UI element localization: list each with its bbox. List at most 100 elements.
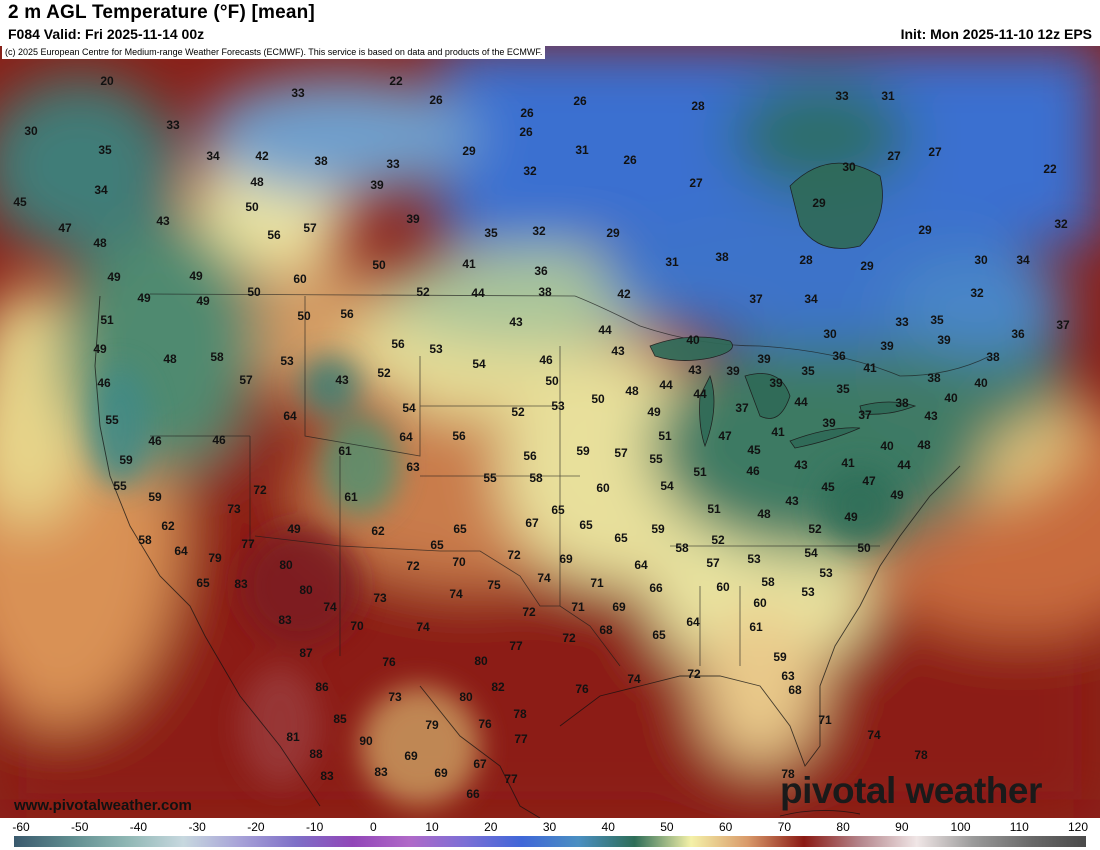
temperature-value: 43 <box>335 373 349 387</box>
temperature-value: 35 <box>836 382 850 396</box>
temperature-value: 77 <box>504 772 518 786</box>
website-link[interactable]: www.pivotalweather.com <box>14 797 192 814</box>
temperature-value: 50 <box>545 374 559 388</box>
init-time: Init: Mon 2025-11-10 12z EPS <box>900 26 1092 42</box>
temperature-value: 39 <box>757 352 771 366</box>
map-title: 2 m AGL Temperature (°F) [mean] <box>8 2 315 23</box>
colorbar-ticks: -60 -50 -40 -30 -20 -10 0 10 20 30 40 50 60 70 80 90 100… <box>0 818 1100 836</box>
temperature-value: 81 <box>286 730 300 744</box>
temperature-value: 71 <box>818 713 832 727</box>
temperature-value: 53 <box>819 566 833 580</box>
temperature-value: 33 <box>895 315 909 329</box>
colorbar-tick-label: 0 <box>369 820 377 834</box>
temperature-value: 69 <box>612 600 626 614</box>
temperature-value: 41 <box>771 425 785 439</box>
temperature-value: 30 <box>974 253 988 267</box>
temperature-value: 65 <box>614 531 628 545</box>
temperature-value: 40 <box>880 439 894 453</box>
temperature-value: 74 <box>537 571 551 585</box>
temperature-value: 71 <box>571 600 585 614</box>
temperature-value: 37 <box>1056 318 1070 332</box>
temperature-value: 59 <box>651 522 665 536</box>
temperature-value: 72 <box>562 631 576 645</box>
temperature-value: 67 <box>525 516 539 530</box>
temperature-value: 77 <box>509 639 523 653</box>
temperature-value: 34 <box>206 149 220 163</box>
temperature-value: 57 <box>614 446 628 460</box>
temperature-value: 52 <box>808 522 822 536</box>
temperature-value: 56 <box>523 449 537 463</box>
temperature-value: 50 <box>245 200 259 214</box>
temperature-value: 38 <box>986 350 1000 364</box>
temperature-value: 38 <box>895 396 909 410</box>
colorbar-tick-label: -50 <box>71 820 89 834</box>
temperature-value: 30 <box>842 160 856 174</box>
temperature-value: 49 <box>189 269 203 283</box>
temperature-value: 41 <box>863 361 877 375</box>
temperature-value: 36 <box>534 264 548 278</box>
temperature-value: 34 <box>94 183 108 197</box>
temperature-value: 70 <box>452 555 466 569</box>
temperature-value: 60 <box>753 596 767 610</box>
temperature-value: 49 <box>137 291 151 305</box>
temperature-value: 53 <box>429 342 443 356</box>
temperature-value: 65 <box>652 628 666 642</box>
temperature-value: 83 <box>234 577 248 591</box>
temperature-value: 43 <box>611 344 625 358</box>
temperature-value: 58 <box>761 575 775 589</box>
colorbar-tick-label: 40 <box>601 820 615 834</box>
temperature-value: 79 <box>208 551 222 565</box>
temperature-value: 33 <box>386 157 400 171</box>
temperature-value: 51 <box>100 313 114 327</box>
temperature-value: 55 <box>113 479 127 493</box>
temperature-value: 75 <box>487 578 501 592</box>
temperature-value: 59 <box>119 453 133 467</box>
temperature-value: 37 <box>735 401 749 415</box>
temperature-value: 52 <box>711 533 725 547</box>
temperature-map[interactable] <box>0 46 1100 818</box>
temperature-value: 88 <box>309 747 323 761</box>
temperature-value: 29 <box>860 259 874 273</box>
temperature-value: 76 <box>382 655 396 669</box>
temperature-value: 59 <box>576 444 590 458</box>
temperature-value: 80 <box>474 654 488 668</box>
temperature-value: 50 <box>857 541 871 555</box>
temperature-value: 61 <box>338 444 352 458</box>
temperature-value: 57 <box>239 373 253 387</box>
temperature-value: 80 <box>299 583 313 597</box>
temperature-value: 57 <box>706 556 720 570</box>
temperature-value: 87 <box>299 646 313 660</box>
temperature-value: 48 <box>93 236 107 250</box>
colorbar-tick-label: 70 <box>777 820 792 834</box>
temperature-value: 65 <box>196 576 210 590</box>
temperature-value: 73 <box>388 690 402 704</box>
temperature-value: 48 <box>625 384 639 398</box>
temperature-value: 73 <box>227 502 241 516</box>
temperature-value: 72 <box>253 483 267 497</box>
temperature-value: 46 <box>212 433 226 447</box>
temperature-value: 66 <box>649 581 663 595</box>
colorbar-tick-label: 100 <box>950 820 971 834</box>
temperature-value: 83 <box>278 613 292 627</box>
temperature-value: 32 <box>1054 217 1068 231</box>
temperature-value: 49 <box>196 294 210 308</box>
temperature-value: 43 <box>794 458 808 472</box>
temperature-value: 54 <box>804 546 818 560</box>
temperature-value: 37 <box>749 292 763 306</box>
temperature-value: 40 <box>944 391 958 405</box>
temperature-value: 57 <box>303 221 317 235</box>
temperature-value: 32 <box>970 286 984 300</box>
temperature-value: 80 <box>459 690 473 704</box>
temperature-value: 78 <box>914 748 928 762</box>
colorbar-tick-label: 110 <box>1009 820 1029 834</box>
temperature-value: 50 <box>247 285 261 299</box>
temperature-value: 35 <box>98 143 112 157</box>
temperature-value: 44 <box>794 395 808 409</box>
temperature-value: 26 <box>519 125 533 139</box>
temperature-value: 26 <box>520 106 534 120</box>
temperature-value: 33 <box>835 89 849 103</box>
temperature-value: 38 <box>314 154 328 168</box>
temperature-value: 48 <box>250 175 264 189</box>
temperature-value: 74 <box>416 620 430 634</box>
temperature-value: 59 <box>773 650 787 664</box>
